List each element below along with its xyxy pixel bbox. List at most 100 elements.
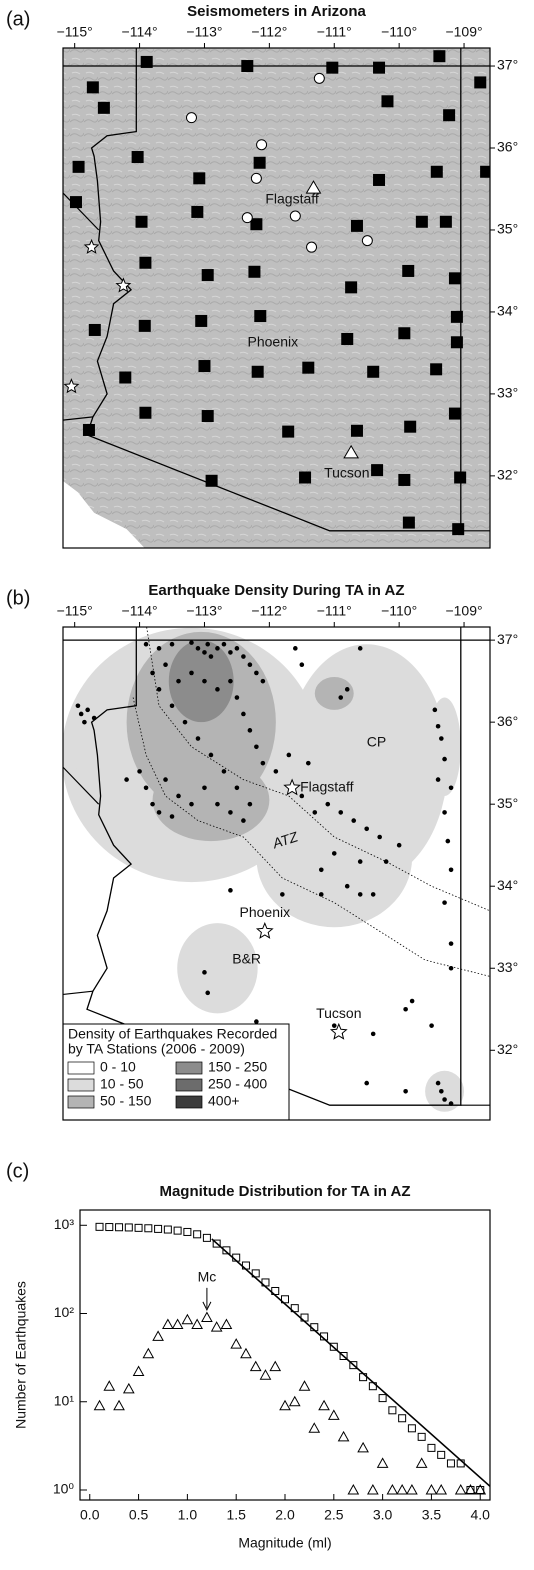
x-tick-label: 4.0 bbox=[471, 1507, 491, 1523]
earthquake bbox=[247, 662, 253, 668]
station bbox=[343, 444, 359, 459]
y-tick-label: 37° bbox=[497, 631, 518, 647]
plot-frame bbox=[79, 1209, 491, 1501]
earthquake bbox=[208, 654, 214, 659]
station bbox=[139, 256, 152, 269]
station bbox=[305, 180, 322, 194]
city-label: Tucson bbox=[324, 465, 369, 481]
station bbox=[254, 310, 267, 323]
count-point bbox=[103, 1380, 116, 1391]
station bbox=[439, 215, 452, 228]
earthquake bbox=[228, 678, 233, 684]
earthquake bbox=[176, 793, 181, 799]
y-tick-label: 33° bbox=[497, 385, 518, 401]
map-area: Flagstaff Phoenix Tucson bbox=[63, 48, 490, 548]
count-point bbox=[406, 1483, 418, 1495]
cumulative-point bbox=[251, 1269, 260, 1278]
earthquake bbox=[208, 752, 214, 758]
earthquake bbox=[409, 998, 415, 1004]
earthquake bbox=[215, 801, 220, 807]
count-point bbox=[474, 1483, 487, 1495]
x-tick-label: −110° bbox=[381, 603, 417, 619]
earthquake bbox=[205, 990, 211, 996]
station bbox=[345, 281, 358, 294]
station bbox=[250, 218, 263, 231]
count-point bbox=[259, 1369, 272, 1380]
earthquake bbox=[150, 801, 155, 807]
earthquake bbox=[247, 728, 253, 733]
x-tick-label: 3.5 bbox=[422, 1507, 442, 1523]
station bbox=[138, 319, 151, 332]
terrain bbox=[63, 48, 490, 548]
y-tick-label: 34° bbox=[497, 303, 518, 319]
station bbox=[115, 277, 132, 293]
border bbox=[63, 990, 93, 996]
station bbox=[341, 332, 354, 345]
y-tick-label: 35° bbox=[497, 221, 518, 237]
x-tick-label: −113° bbox=[186, 24, 222, 40]
station bbox=[289, 210, 301, 222]
cumulative-point bbox=[378, 1394, 387, 1403]
station bbox=[480, 165, 490, 178]
cumulative-point bbox=[193, 1230, 202, 1239]
earthquake bbox=[189, 801, 194, 807]
station bbox=[373, 173, 386, 186]
station bbox=[119, 371, 132, 384]
count-point bbox=[181, 1313, 194, 1325]
earthquake bbox=[137, 769, 142, 774]
station bbox=[350, 424, 363, 437]
earthquake bbox=[156, 687, 162, 692]
y-tick-label: 36° bbox=[497, 139, 518, 155]
province-boundary bbox=[146, 627, 490, 912]
earthquake bbox=[221, 641, 227, 647]
earthquake bbox=[234, 646, 240, 651]
count-point bbox=[132, 1365, 145, 1377]
earthquake bbox=[202, 650, 207, 655]
gulf bbox=[63, 480, 145, 548]
panel-label: (a) bbox=[6, 8, 30, 30]
station bbox=[88, 323, 101, 336]
cumulative-point bbox=[173, 1226, 182, 1235]
station bbox=[69, 196, 82, 209]
earthquake bbox=[91, 715, 97, 721]
legend-label: 10 - 50 bbox=[100, 1076, 144, 1092]
earthquake bbox=[169, 814, 175, 819]
earthquake bbox=[189, 670, 194, 676]
count-point bbox=[435, 1483, 448, 1495]
earthquake bbox=[205, 641, 211, 647]
station bbox=[205, 474, 218, 487]
earthquake bbox=[293, 646, 298, 651]
earthquake bbox=[396, 842, 402, 848]
y-tick-label: 10¹ bbox=[54, 1392, 75, 1408]
x-tick-label: −112° bbox=[251, 603, 287, 619]
earthquake bbox=[442, 756, 447, 762]
x-axis-label: Magnitude (ml) bbox=[238, 1535, 331, 1551]
station bbox=[398, 473, 411, 486]
earthquake bbox=[429, 1023, 434, 1028]
y-tick-label: 34° bbox=[497, 877, 518, 893]
cumulative-point bbox=[398, 1414, 407, 1423]
station bbox=[241, 60, 254, 73]
province-boundary bbox=[132, 697, 490, 977]
earthquake bbox=[169, 641, 175, 647]
city-label: Phoenix bbox=[240, 904, 291, 920]
legend-label: 0 - 10 bbox=[100, 1059, 136, 1075]
x-tick-label: 0.5 bbox=[129, 1507, 149, 1523]
earthquake bbox=[344, 687, 350, 692]
count-point bbox=[396, 1483, 408, 1495]
cumulative-point bbox=[105, 1223, 114, 1232]
station bbox=[135, 215, 148, 228]
earthquake bbox=[124, 777, 129, 782]
y-tick-label: 37° bbox=[497, 57, 518, 73]
count-point bbox=[142, 1347, 155, 1359]
earthquake bbox=[228, 650, 233, 655]
cumulative-point bbox=[349, 1361, 358, 1370]
legend-label: 250 - 400 bbox=[208, 1076, 267, 1092]
cumulative-point bbox=[407, 1424, 416, 1433]
earthquake bbox=[156, 646, 162, 651]
station bbox=[256, 139, 268, 151]
earthquake bbox=[338, 695, 344, 700]
x-tick-label: 0.0 bbox=[80, 1507, 100, 1523]
y-tick-label: 10² bbox=[54, 1304, 75, 1320]
